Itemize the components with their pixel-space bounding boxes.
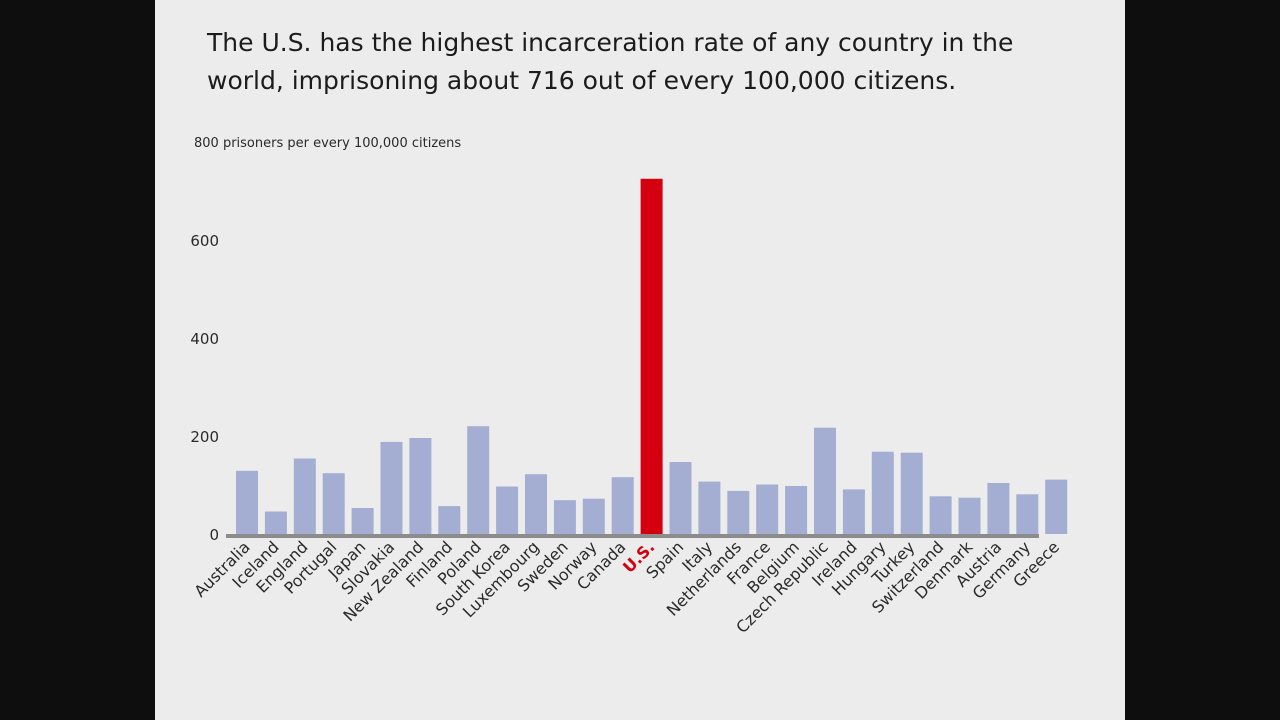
y-tick-label: 600 [190, 232, 219, 250]
bar-germany [1016, 494, 1039, 534]
bar-south-korea [496, 486, 519, 534]
bar-england [293, 458, 316, 534]
bar-portugal [322, 473, 345, 534]
bar-slovakia [380, 441, 403, 534]
bar-belgium [785, 486, 808, 534]
bar-ireland [842, 489, 865, 534]
slide-title: The U.S. has the highest incarceration r… [207, 28, 1014, 95]
bar-sweden [553, 500, 576, 534]
bar-japan [351, 508, 374, 534]
bar-spain [669, 462, 692, 534]
bar-hungary [871, 451, 894, 534]
bar-czech-republic [814, 427, 836, 534]
bar-norway [582, 498, 605, 534]
bar-finland [438, 506, 461, 534]
bar-australia [236, 470, 258, 534]
bar-new-zealand [409, 438, 432, 534]
bar-canada [611, 477, 634, 534]
y-tick-label: 400 [190, 330, 219, 348]
bar-greece [1045, 479, 1068, 534]
bar-turkey [900, 452, 923, 534]
y-ticks: 0 200 400 600 [190, 232, 219, 544]
bar-switzerland [929, 496, 952, 534]
bar-u-s- [640, 178, 663, 535]
bar-iceland [264, 511, 287, 534]
bar-poland [467, 426, 490, 534]
bar-denmark [958, 497, 981, 534]
y-tick-label: 200 [190, 428, 219, 446]
bar-luxembourg [525, 474, 547, 534]
y-tick-label: 0 [209, 526, 219, 544]
bar-austria [987, 483, 1010, 534]
bar-chart: 800 prisoners per every 100,000 citizens… [190, 136, 1068, 637]
bar-france [756, 484, 779, 534]
y-axis-label: 800 prisoners per every 100,000 citizens [194, 136, 461, 151]
slide: The U.S. has the highest incarceration r… [155, 0, 1125, 720]
bars [236, 178, 1068, 535]
bar-italy [698, 481, 721, 534]
x-tick-labels: AustraliaIcelandEnglandPortugalJapanSlov… [190, 537, 1063, 637]
bar-netherlands [727, 490, 750, 534]
